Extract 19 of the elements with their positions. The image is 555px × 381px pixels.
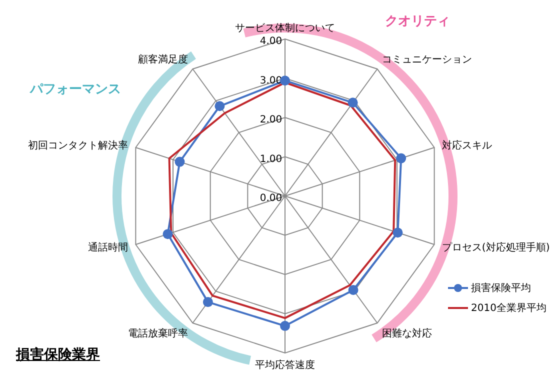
- spoke-label: 顧客満足度: [138, 54, 188, 66]
- legend-label: 損害保険平均: [471, 282, 531, 295]
- spoke-label: 困難な対応: [382, 328, 432, 340]
- spoke-label: 対応スキル: [442, 140, 492, 152]
- spoke-label: 通話時間: [88, 242, 128, 254]
- legend-label: 2010全業界平均: [471, 302, 546, 315]
- text: パフォーマンス: [30, 81, 121, 98]
- y-tick-label: 1.00: [260, 154, 282, 165]
- spoke-label: コミュニケーション: [382, 54, 472, 66]
- spoke-label: 平均応答速度: [255, 359, 315, 372]
- text: クオリティ: [385, 13, 450, 30]
- spoke-label: サービス体制について: [235, 22, 335, 34]
- spoke-label: 電話放棄呼率: [128, 328, 188, 340]
- y-tick-label: 2.00: [260, 114, 282, 126]
- spoke-label: プロセス(対応処理手順): [442, 242, 550, 254]
- y-tick-label: 4.00: [260, 36, 282, 47]
- y-tick-label: 0.00: [260, 193, 282, 204]
- spoke-label: 初回コンタクト解決率: [28, 140, 128, 152]
- text: 損害保険業界: [16, 346, 100, 364]
